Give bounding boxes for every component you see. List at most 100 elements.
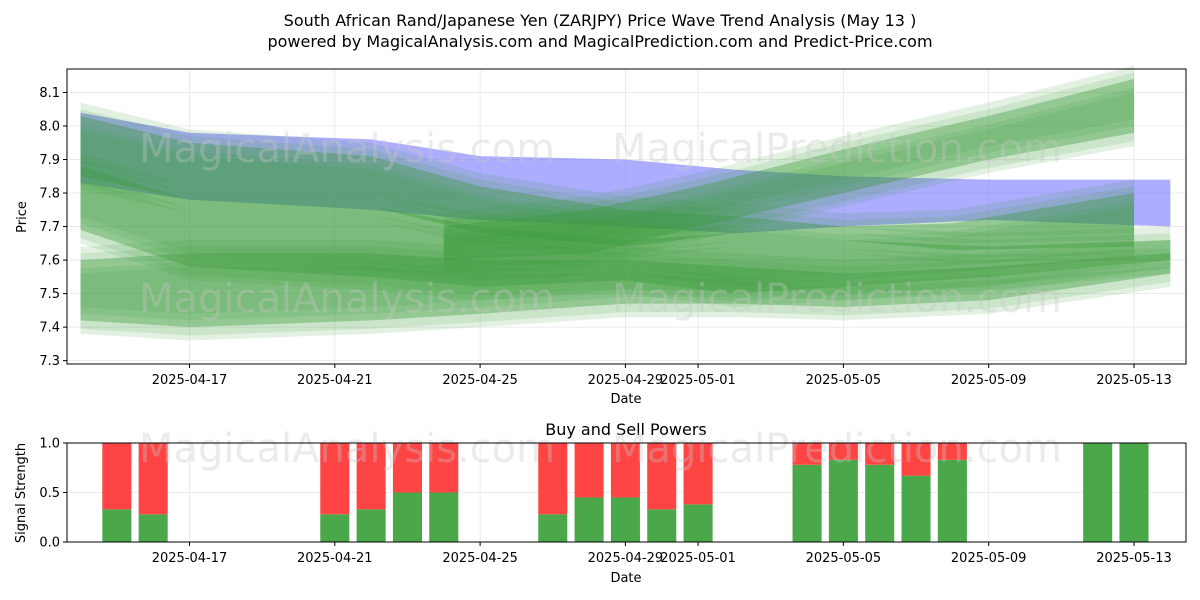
green-rising-band-layer bbox=[443, 72, 1134, 254]
buy-bar bbox=[538, 514, 568, 542]
buy-bar bbox=[683, 504, 713, 542]
green-lower-band-layer bbox=[80, 239, 1171, 314]
buy-bar bbox=[102, 509, 132, 542]
sell-bar bbox=[610, 443, 640, 498]
buy-bar bbox=[828, 459, 858, 542]
price-y-tick-label: 8.1 bbox=[39, 86, 60, 101]
chart-title-line2: powered by MagicalAnalysis.com and Magic… bbox=[267, 32, 932, 51]
watermark-prediction-bottom: MagicalPrediction.com bbox=[612, 426, 1062, 472]
sell-bar bbox=[828, 443, 858, 460]
chart-title-line1: South African Rand/Japanese Yen (ZARJPY)… bbox=[284, 11, 917, 30]
signal-x-tick-label: 2025-05-09 bbox=[951, 551, 1027, 566]
sell-bar bbox=[320, 443, 350, 515]
signal-x-tick-label: 2025-05-13 bbox=[1096, 551, 1172, 566]
buy-bar bbox=[138, 514, 168, 542]
buy-bar bbox=[356, 509, 386, 542]
green-mid-band-layer bbox=[80, 179, 1171, 308]
price-x-tick-label: 2025-04-29 bbox=[588, 373, 664, 388]
buy-bar bbox=[320, 514, 350, 542]
buy-bar bbox=[937, 459, 967, 542]
sell-bar bbox=[937, 443, 967, 460]
signal-x-tick-label: 2025-05-01 bbox=[660, 551, 736, 566]
price-x-tick-label: 2025-04-17 bbox=[152, 373, 228, 388]
price-plot-frame bbox=[66, 68, 1187, 365]
green-upper-band-layer bbox=[80, 115, 1134, 251]
watermark-analysis-mid: MagicalAnalysis.com bbox=[139, 276, 555, 322]
price-y-tick-label: 7.4 bbox=[39, 321, 60, 336]
buy-bar bbox=[392, 492, 422, 542]
price-x-tick-label: 2025-05-01 bbox=[660, 373, 736, 388]
green-lower-band-layer bbox=[80, 253, 1171, 328]
buy-bar bbox=[574, 497, 604, 542]
signal-y-axis-label: Signal Strength bbox=[14, 443, 29, 543]
buy-bar bbox=[647, 509, 677, 542]
price-y-tick-label: 8.0 bbox=[39, 119, 60, 134]
price-y-tick-label: 7.7 bbox=[39, 220, 60, 235]
sell-bar bbox=[683, 443, 713, 505]
watermark-prediction-mid: MagicalPrediction.com bbox=[612, 276, 1062, 322]
signal-panel-title: Buy and Sell Powers bbox=[545, 420, 707, 439]
green-lower-band-layer bbox=[80, 266, 1171, 341]
price-y-tick-label: 7.3 bbox=[39, 354, 60, 369]
price-x-axis-label: Date bbox=[610, 392, 641, 407]
sell-bar bbox=[138, 443, 168, 515]
green-rising-band-layer bbox=[443, 79, 1134, 261]
sell-bar bbox=[901, 443, 931, 476]
buy-bar bbox=[1083, 443, 1113, 542]
green-upper-band-layer bbox=[80, 102, 1134, 237]
watermark-analysis-bottom: MagicalAnalysis.com bbox=[139, 426, 555, 472]
signal-x-tick-label: 2025-04-25 bbox=[442, 551, 518, 566]
signal-x-tick-label: 2025-04-29 bbox=[588, 551, 664, 566]
price-x-tick-label: 2025-05-13 bbox=[1096, 373, 1172, 388]
sell-bar bbox=[429, 443, 459, 493]
price-x-ticks: 2025-04-17 2025-04-21 2025-04-25 2025-04-29… bbox=[152, 364, 1172, 388]
green-upper-band-layer bbox=[80, 129, 1134, 264]
blue-band bbox=[80, 112, 1171, 234]
price-panel: MagicalAnalysis.com MagicalPrediction.co… bbox=[15, 65, 1187, 407]
buy-bar bbox=[610, 497, 640, 542]
buy-bar bbox=[429, 492, 459, 542]
green-mid-band-layer bbox=[80, 174, 1171, 302]
green-mid-band-layer bbox=[80, 159, 1171, 287]
buy-bar bbox=[1119, 443, 1149, 542]
signal-y-ticks: 0.0 0.5 1.0 bbox=[39, 437, 67, 551]
green-rising-band-layer bbox=[443, 92, 1134, 274]
signal-y-tick-label: 0.0 bbox=[39, 536, 60, 551]
signal-x-tick-label: 2025-04-21 bbox=[297, 551, 373, 566]
signal-panel: Buy and Sell Powers MagicalAnalysis.com … bbox=[14, 420, 1187, 586]
sell-bar bbox=[356, 443, 386, 510]
price-y-tick-label: 7.8 bbox=[39, 187, 60, 202]
signal-x-tick-label: 2025-05-05 bbox=[806, 551, 882, 566]
green-mid-band-layer bbox=[80, 152, 1171, 281]
sell-bar bbox=[647, 443, 677, 510]
green-mid-band-layer bbox=[80, 166, 1171, 294]
sell-bar bbox=[574, 443, 604, 498]
sell-bar bbox=[538, 443, 568, 515]
buy-bar bbox=[792, 464, 822, 542]
signal-x-ticks: 2025-04-17 2025-04-21 2025-04-25 2025-04-29… bbox=[152, 542, 1172, 566]
price-y-axis-label: Price bbox=[15, 201, 30, 233]
sell-bar bbox=[865, 443, 895, 465]
signal-x-tick-label: 2025-04-17 bbox=[152, 551, 228, 566]
price-x-tick-label: 2025-05-09 bbox=[951, 373, 1027, 388]
green-rising-band-layer bbox=[443, 87, 1134, 269]
buy-bar bbox=[901, 475, 931, 542]
green-upper-band-layer bbox=[80, 124, 1134, 259]
price-wave-bands bbox=[80, 65, 1171, 341]
price-y-tick-label: 7.6 bbox=[39, 254, 60, 269]
signal-x-axis-label: Date bbox=[610, 571, 641, 586]
price-y-ticks: 7.3 7.4 7.5 7.6 7.7 7.8 7.9 8.0 8.1 bbox=[39, 86, 67, 369]
green-lower-band-layer bbox=[80, 246, 1171, 321]
signal-y-tick-label: 0.5 bbox=[39, 486, 60, 501]
signal-bars bbox=[102, 443, 1149, 542]
price-x-tick-label: 2025-04-21 bbox=[297, 373, 373, 388]
green-lower-band-layer bbox=[80, 261, 1171, 336]
price-y-tick-label: 7.5 bbox=[39, 287, 60, 302]
signal-y-tick-label: 1.0 bbox=[39, 437, 60, 452]
watermark-prediction-top: MagicalPrediction.com bbox=[612, 126, 1062, 172]
watermark-analysis-top: MagicalAnalysis.com bbox=[139, 126, 555, 172]
price-y-tick-label: 7.9 bbox=[39, 153, 60, 168]
sell-bar bbox=[392, 443, 422, 493]
price-x-tick-label: 2025-04-25 bbox=[442, 373, 518, 388]
